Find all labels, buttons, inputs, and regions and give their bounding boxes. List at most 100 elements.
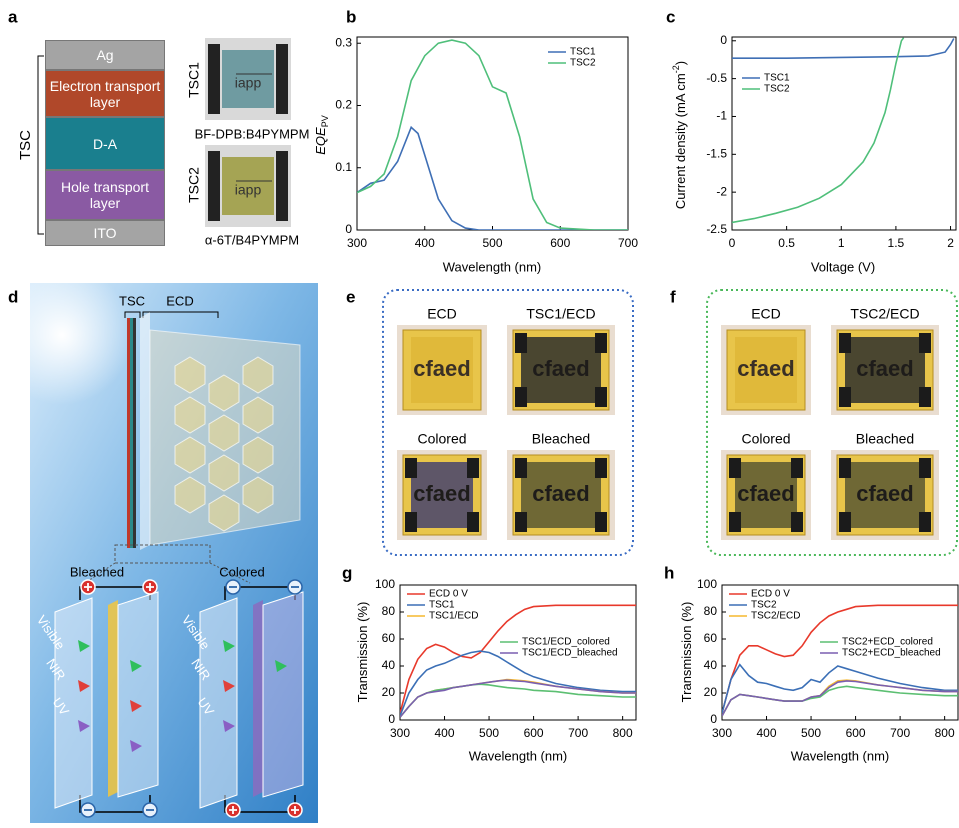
y-axis-label: Transmission (%) [355, 602, 370, 703]
device-material: α-6T/B4PYMPM [205, 232, 299, 247]
device-logo: iapp [235, 182, 262, 198]
tape [839, 512, 851, 532]
panel-label: c [666, 7, 675, 26]
tape [515, 458, 527, 478]
x-tick-label: 300 [347, 236, 367, 250]
tape [405, 458, 417, 478]
logo: cfaed [737, 481, 794, 506]
tape [791, 458, 803, 478]
x-tick-label: 800 [613, 726, 633, 740]
tape [595, 458, 607, 478]
y-tick-label: 0 [720, 33, 727, 47]
tsc-stripe [127, 318, 130, 548]
layer-htl: Hole transport layer [45, 170, 165, 220]
tsc-label: TSC [119, 293, 145, 308]
photo-label: TSC2/ECD [850, 306, 919, 322]
layer-ito: ITO [45, 220, 165, 246]
legend-label: TSC1/ECD_bleached [522, 648, 618, 659]
photo-label: Bleached [856, 431, 914, 447]
legend-label: ECD 0 V [429, 589, 468, 600]
x-tick-label: 700 [890, 726, 910, 740]
y-tick-label: 100 [375, 577, 395, 591]
tape [467, 512, 479, 532]
tape [276, 44, 288, 114]
tape [839, 458, 851, 478]
panel-label: h [664, 563, 674, 582]
stack-label: TSC [17, 130, 34, 160]
tape [515, 333, 527, 353]
y-tick-label: 80 [704, 604, 718, 618]
ec-layer [253, 600, 263, 797]
series-line [400, 680, 636, 718]
legend-label: TSC1/ECD [429, 611, 478, 622]
y-axis-label-text: Transmission (%) [679, 602, 694, 703]
device-name: TSC2 [186, 167, 202, 203]
y-tick-label: -2.5 [706, 222, 727, 236]
y-axis-label: Transmission (%) [679, 602, 694, 703]
ecd-pane [140, 312, 150, 550]
legend-label: TSC1 [429, 600, 455, 611]
x-tick-label: 300 [390, 726, 410, 740]
tape [839, 333, 851, 353]
glass [118, 592, 158, 797]
panel-label: g [342, 563, 352, 582]
photo-label: Bleached [532, 431, 590, 447]
series-line [400, 684, 636, 717]
x-tick-label: 0 [729, 236, 736, 250]
tape [919, 458, 931, 478]
y-tick-label: -1 [716, 109, 727, 123]
series-line [400, 680, 636, 717]
y-tick-label: 100 [697, 577, 717, 591]
panel-label: b [346, 7, 356, 26]
x-tick-label: 500 [479, 726, 499, 740]
x-tick-label: 500 [801, 726, 821, 740]
tape [515, 512, 527, 532]
x-tick-label: 1.5 [888, 236, 905, 250]
x-tick-label: 2 [947, 236, 954, 250]
panel-label: f [670, 287, 676, 306]
x-tick-label: 400 [435, 726, 455, 740]
y-tick-label: 40 [704, 658, 718, 672]
y-axis-label-sub: PV [320, 115, 330, 127]
series-line [357, 127, 628, 230]
photo-label: Colored [417, 431, 466, 447]
tape [595, 387, 607, 407]
tape [405, 512, 417, 532]
logo: cfaed [413, 356, 470, 381]
legend-label: ECD 0 V [751, 589, 790, 600]
logo: cfaed [532, 481, 589, 506]
tape [276, 151, 288, 221]
x-axis-label: Voltage (V) [811, 259, 875, 274]
bracket [38, 56, 44, 234]
y-axis-label-text: EQE [313, 127, 328, 155]
x-tick-label: 800 [935, 726, 955, 740]
panel-label: a [8, 7, 18, 26]
x-tick-label: 400 [757, 726, 777, 740]
y-tick-label: 60 [704, 631, 718, 645]
tape [595, 333, 607, 353]
tape [919, 333, 931, 353]
y-tick-label: 0 [345, 222, 352, 236]
x-tick-label: 1 [838, 236, 845, 250]
y-axis-label-text: Transmission (%) [355, 602, 370, 703]
layer-etl: Electron transport layer [45, 70, 165, 117]
tape [791, 512, 803, 532]
y-tick-label: 40 [382, 658, 396, 672]
tape [595, 512, 607, 532]
x-axis-label: Wavelength (nm) [443, 259, 542, 274]
legend-label: TSC2 [764, 84, 790, 95]
y-tick-label: 0 [710, 712, 717, 726]
legend-label: TSC2+ECD_colored [842, 637, 933, 648]
series-line [722, 680, 958, 716]
tape [208, 151, 220, 221]
y-axis-label-text: Current density (mA cm [673, 73, 688, 209]
legend-label: TSC2 [570, 58, 596, 69]
photo-label: ECD [427, 306, 457, 322]
panel-label: d [8, 287, 18, 306]
series-line [722, 681, 958, 716]
series-line [722, 665, 958, 714]
x-tick-label: 0.5 [778, 236, 795, 250]
y-tick-label: 80 [382, 604, 396, 618]
x-axis-label: Wavelength (nm) [791, 748, 890, 763]
tape [729, 512, 741, 532]
